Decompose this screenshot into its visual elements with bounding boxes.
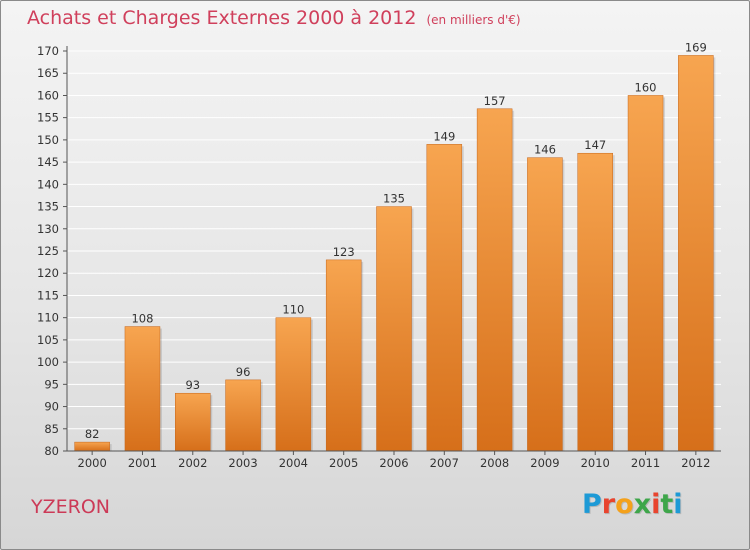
y-tick-label: 140 bbox=[37, 177, 59, 191]
x-tick-label-2004: 2004 bbox=[279, 456, 308, 470]
data-label-2009: 146 bbox=[534, 143, 556, 157]
bar-2010 bbox=[577, 152, 613, 452]
x-tick-label-2008: 2008 bbox=[480, 456, 509, 470]
x-axis-ticks: 2000 2001 2002 2003 2004 2005 2006 2007 2008 2009… bbox=[78, 451, 710, 470]
logo-letter: i bbox=[673, 489, 683, 520]
bar-2007 bbox=[426, 144, 463, 452]
x-tick-label-2005: 2005 bbox=[329, 456, 358, 470]
data-label-2011: 160 bbox=[635, 80, 657, 94]
title-text: Achats et Charges Externes 2000 à 2012 bbox=[27, 7, 417, 29]
y-tick-label: 160 bbox=[37, 88, 59, 102]
y-tick-label: 165 bbox=[37, 66, 59, 80]
y-tick-label: 155 bbox=[37, 111, 59, 125]
y-tick-label: 120 bbox=[37, 266, 59, 280]
y-tick-label: 135 bbox=[37, 200, 59, 214]
logo-letter: r bbox=[601, 489, 616, 520]
x-tick-label-2012: 2012 bbox=[681, 456, 710, 470]
data-label-2012: 169 bbox=[685, 40, 707, 54]
y-tick-label: 110 bbox=[37, 311, 59, 325]
y-tick-label: 85 bbox=[44, 422, 59, 436]
x-tick-label-2000: 2000 bbox=[78, 456, 107, 470]
bar-2002 bbox=[175, 392, 211, 452]
y-tick-label: 170 bbox=[37, 44, 59, 58]
data-label-2010: 147 bbox=[584, 138, 606, 152]
y-tick-label: 100 bbox=[37, 355, 59, 369]
x-tick-label-2010: 2010 bbox=[581, 456, 610, 470]
data-label-2008: 157 bbox=[484, 94, 506, 108]
bar-2000 bbox=[74, 441, 110, 452]
x-tick-label-2011: 2011 bbox=[631, 456, 660, 470]
data-label-2005: 123 bbox=[333, 245, 355, 259]
logo-letter: i bbox=[651, 489, 661, 520]
bar-2004 bbox=[275, 317, 312, 452]
bar-2011 bbox=[627, 95, 664, 452]
x-tick-label-2007: 2007 bbox=[430, 456, 459, 470]
logo-letter: o bbox=[615, 489, 634, 520]
x-tick-label-2003: 2003 bbox=[228, 456, 257, 470]
bar-2001 bbox=[124, 326, 161, 452]
data-labels: 82 108 93 96 110 123 135 149 157 146 147 160 169 bbox=[85, 40, 707, 441]
data-label-2007: 149 bbox=[433, 129, 455, 143]
logo-letter: t bbox=[660, 489, 674, 520]
x-tick-label-2001: 2001 bbox=[128, 456, 157, 470]
logo-letter: x bbox=[633, 489, 652, 520]
commune-name: YZERON bbox=[31, 496, 110, 518]
y-tick-label: 150 bbox=[37, 133, 59, 147]
data-label-2002: 93 bbox=[185, 378, 200, 392]
logo-letter: P bbox=[582, 489, 602, 520]
title-unit: (en milliers d'€) bbox=[426, 13, 521, 27]
y-tick-label: 80 bbox=[44, 444, 59, 458]
x-tick-label-2006: 2006 bbox=[379, 456, 408, 470]
bar-2003 bbox=[225, 379, 261, 452]
y-tick-label: 130 bbox=[37, 222, 59, 236]
bar-2008 bbox=[476, 108, 513, 452]
y-tick-label: 95 bbox=[44, 377, 59, 391]
bars bbox=[74, 55, 716, 452]
chart-title: Achats et Charges Externes 2000 à 2012 (e… bbox=[27, 7, 521, 29]
data-label-2001: 108 bbox=[131, 312, 153, 326]
data-label-2000: 82 bbox=[85, 427, 100, 441]
x-tick-label-2002: 2002 bbox=[178, 456, 207, 470]
bar-2012 bbox=[678, 55, 714, 452]
bar-2009 bbox=[527, 157, 563, 452]
proxiti-logo: Proxiti bbox=[582, 489, 683, 520]
bar-2006 bbox=[376, 206, 412, 452]
y-tick-label: 145 bbox=[37, 155, 59, 169]
y-axis-ticks: 80 85 90 95 100 105 110 115 120 125 130 135 140 145 15… bbox=[37, 44, 67, 458]
y-tick-label: 115 bbox=[37, 288, 59, 302]
data-label-2003: 96 bbox=[236, 365, 251, 379]
bar-2005 bbox=[325, 259, 362, 452]
x-tick-label-2009: 2009 bbox=[530, 456, 559, 470]
y-tick-label: 105 bbox=[37, 333, 59, 347]
data-label-2006: 135 bbox=[383, 192, 405, 206]
data-label-2004: 110 bbox=[282, 303, 304, 317]
y-tick-label: 125 bbox=[37, 244, 59, 258]
y-tick-label: 90 bbox=[44, 400, 59, 414]
